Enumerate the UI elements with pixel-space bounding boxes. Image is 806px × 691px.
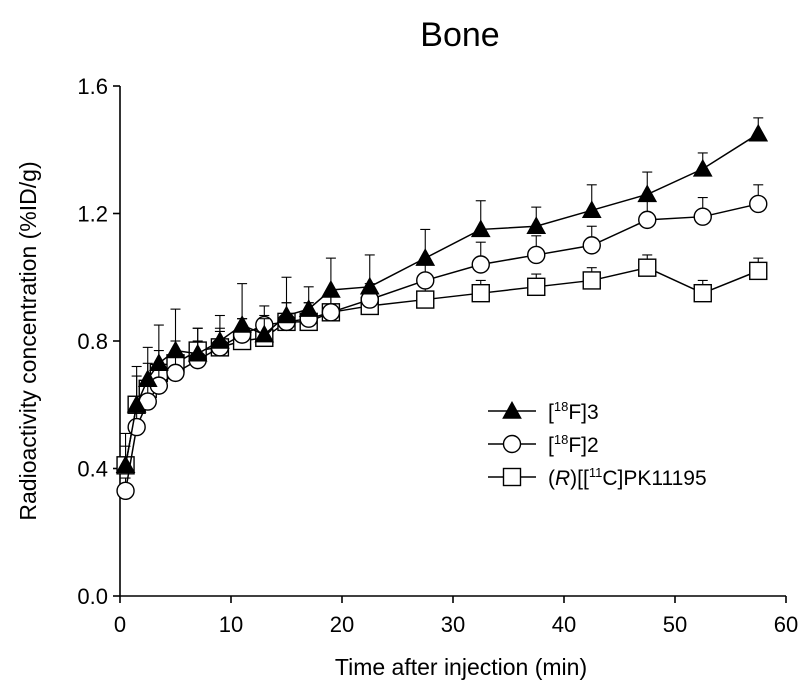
data-point (582, 271, 601, 290)
data-point (126, 394, 147, 413)
data-point (638, 258, 657, 277)
legend-label-part: [ (548, 401, 554, 424)
legend-label: [18F]3 (548, 399, 599, 424)
legend-label-part: F]3 (568, 401, 598, 424)
data-point (115, 455, 136, 474)
data-point (749, 194, 768, 214)
data-point (748, 123, 769, 142)
series-0 (115, 117, 769, 474)
data-point (276, 305, 297, 324)
chart-title: Bone (420, 16, 499, 54)
data-point (359, 276, 380, 295)
legend-label-part: ( (548, 467, 555, 490)
data-point (165, 340, 186, 359)
series-2 (116, 254, 768, 475)
legend-marker (502, 400, 522, 419)
data-point (581, 200, 602, 219)
legend-entry: [18F]3 (488, 399, 599, 424)
data-point (471, 255, 490, 274)
data-point (749, 261, 768, 281)
data-point (693, 283, 712, 303)
axes: 0 10 20 30 40 50 60 0.0 0.4 0.8 1.2 1.6 (77, 74, 798, 637)
data-point (415, 248, 436, 266)
x-tick-label: 60 (774, 612, 798, 637)
legend-label-part: [ (548, 434, 554, 457)
series-line (124, 133, 759, 466)
data-point (298, 299, 319, 317)
data-point (638, 210, 657, 230)
data-point (527, 245, 546, 265)
x-axis-label: Time after injection (min) (335, 654, 587, 680)
data-point (210, 330, 230, 349)
x-tick-label: 20 (330, 612, 354, 637)
data-point (637, 184, 658, 203)
data-point (321, 303, 341, 322)
legend-label-part: )[[ (570, 467, 589, 490)
data-point (149, 353, 169, 372)
data-point (166, 363, 185, 383)
y-axis-label: Radioactivity concentration (%ID/g) (15, 161, 41, 520)
legend-marker (502, 434, 522, 454)
x-tick-label: 30 (441, 612, 465, 637)
data-point (582, 236, 601, 255)
legend-label-part: 18 (554, 399, 568, 414)
data-point (232, 315, 252, 333)
legend-label-part: 18 (554, 432, 568, 447)
data-point (692, 158, 713, 177)
legend-label-part: F]2 (568, 434, 598, 457)
data-point (471, 283, 490, 303)
y-tick-label: 0.0 (77, 584, 108, 609)
legend-label: (R)[[11C]PK11195 (548, 465, 707, 490)
data-point (470, 219, 491, 238)
data-point (127, 417, 146, 437)
y-tick-label: 1.6 (77, 74, 108, 99)
data-point (321, 279, 341, 298)
data-point (187, 343, 208, 362)
y-tick-label: 1.2 (77, 202, 108, 227)
plot-area (115, 117, 769, 501)
legend: [18F]3[18F]2(R)[[11C]PK11195 (488, 399, 707, 490)
legend-label-part: 11 (589, 465, 603, 480)
data-point (137, 369, 158, 387)
legend-label-part: C]PK11195 (602, 467, 706, 490)
legend-label-part: R (555, 467, 570, 490)
x-tick-label: 50 (663, 612, 687, 637)
legend-entry: [18F]2 (488, 432, 599, 457)
x-tick-label: 10 (219, 612, 243, 637)
series-line (124, 266, 759, 466)
data-point (693, 207, 712, 226)
data-point (116, 481, 135, 501)
x-tick-label: 40 (552, 612, 576, 637)
data-point (526, 216, 547, 234)
data-point (416, 290, 435, 309)
legend-entry: (R)[[11C]PK11195 (488, 465, 707, 490)
y-tick-label: 0.4 (77, 457, 108, 482)
data-point (416, 271, 435, 290)
data-point (527, 277, 546, 297)
legend-label: [18F]2 (548, 432, 599, 457)
y-tick-label: 0.8 (77, 329, 108, 354)
data-point (254, 324, 275, 343)
legend-marker (502, 467, 522, 487)
x-tick-label: 0 (114, 612, 126, 637)
